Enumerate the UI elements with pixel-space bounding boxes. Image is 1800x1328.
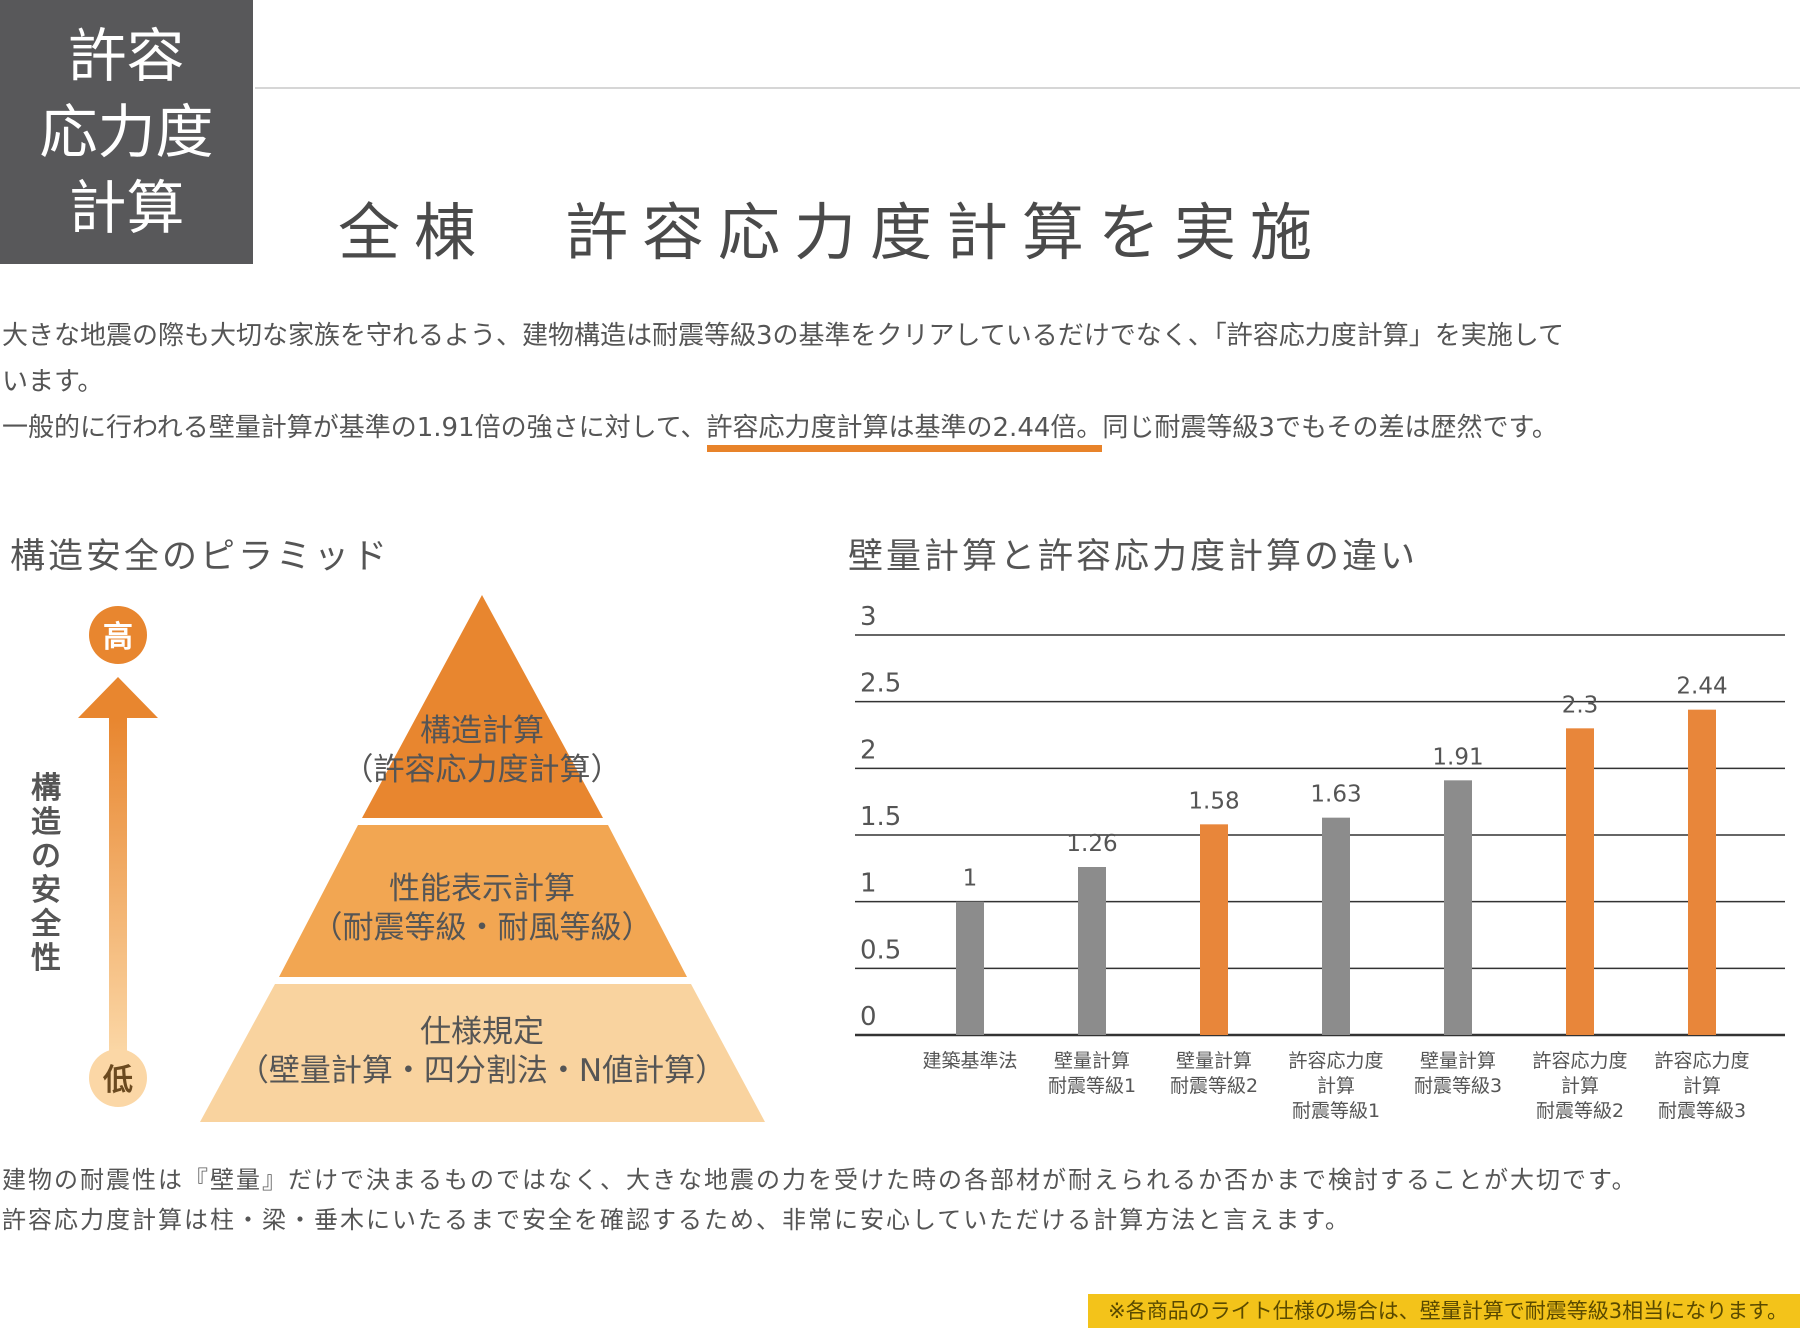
intro-line-3: 一般的に行われる壁量計算が基準の1.91倍の強さに対して、許容応力度計算は基準の… — [2, 405, 1798, 452]
axis-label-char: 性 — [31, 941, 61, 976]
bar-value-label: 1.91 — [1432, 744, 1483, 770]
tier-top-line2: （許容応力度計算） — [343, 752, 622, 788]
intro-highlight: 許容応力度計算は基準の2.44倍。 — [706, 413, 1103, 452]
x-tick-label: 耐震等級2 — [1170, 1075, 1258, 1097]
x-tick-label: 耐震等級1 — [1292, 1100, 1380, 1122]
y-tick-label: 0.5 — [860, 935, 901, 965]
section-label-line: 応力度 — [39, 98, 214, 166]
bar — [1078, 867, 1106, 1035]
y-tick-label: 1.5 — [860, 802, 901, 832]
bar-value-label: 2.44 — [1676, 674, 1727, 700]
safety-pyramid: 高 低 構 造 の 安 全 性 構造計算 （許容応力度計算） 性能表示計算 （耐… — [30, 595, 765, 1122]
y-tick-label: 1 — [860, 869, 877, 899]
intro-text: 一般的に行われる壁量計算が基準の1.91倍の強さに対して、 — [2, 413, 707, 443]
y-tick-label: 3 — [860, 602, 877, 632]
page-heading: 全棟 許容応力度計算を実施 — [338, 196, 1327, 269]
bar — [956, 901, 984, 1035]
x-tick-label: 耐震等級3 — [1414, 1075, 1502, 1097]
intro-line-1: 大きな地震の際も大切な家族を守れるよう、建物構造は耐震等級3の基準をクリアしてい… — [2, 321, 1564, 351]
pyramid-tier-top — [362, 595, 603, 818]
axis-label-char: の — [31, 839, 61, 874]
tier-bottom-line2: （壁量計算・四分割法・N値計算） — [238, 1053, 726, 1089]
bar-value-label: 1.58 — [1188, 788, 1239, 814]
low-marker — [89, 1049, 147, 1107]
axis-label-char: 安 — [31, 873, 61, 908]
x-tick-label: 耐震等級1 — [1048, 1075, 1136, 1097]
tier-top-line1: 構造計算 — [420, 713, 544, 749]
x-tick-label: 耐震等級3 — [1658, 1100, 1746, 1122]
safety-arrow-shaft — [109, 718, 127, 1053]
tier-bottom-line1: 仕様規定 — [420, 1014, 544, 1050]
bar — [1444, 780, 1472, 1035]
chart-title: 壁量計算と許容応力度計算の違い — [848, 537, 1419, 577]
pyramid-title: 構造安全のピラミッド — [10, 537, 391, 577]
bar-value-label: 1 — [963, 866, 978, 892]
pyramid-tier-bottom — [200, 984, 765, 1122]
section-label-box: 許容 応力度 計算 — [0, 0, 253, 264]
y-tick-label: 0 — [860, 1002, 877, 1032]
pyramid-tier-middle — [279, 825, 687, 977]
bar — [1566, 728, 1594, 1035]
bar — [1688, 709, 1716, 1035]
header-divider — [255, 87, 1800, 89]
x-tick-label: 壁量計算 — [1054, 1050, 1130, 1072]
x-tick-label: 計算 — [1561, 1075, 1599, 1097]
footer-line-2: 許容応力度計算は柱・梁・垂木にいたるまで安全を確認するため、非常に安心していただ… — [2, 1206, 1351, 1234]
low-label: 低 — [102, 1063, 133, 1098]
tier-middle-line2: （耐震等級・耐風等級） — [312, 910, 653, 946]
y-tick-label: 2 — [860, 735, 877, 765]
axis-label-char: 造 — [31, 805, 61, 840]
high-label: 高 — [103, 620, 133, 655]
section-label-line: 許容 — [68, 22, 185, 90]
bar-value-label: 2.3 — [1562, 692, 1599, 718]
axis-label: 構 造 の 安 全 性 — [30, 771, 62, 976]
x-tick-label: 計算 — [1683, 1075, 1721, 1097]
x-tick-label: 壁量計算 — [1176, 1050, 1252, 1072]
arrow-up-icon — [78, 677, 158, 718]
axis-label-char: 全 — [30, 907, 62, 942]
intro-text: 同じ耐震等級3でもその差は歴然です。 — [1102, 413, 1558, 443]
footnote-banner: ※各商品のライト仕様の場合は、壁量計算で耐震等級3相当になります。 — [1088, 1294, 1800, 1328]
section-label-line: 計算 — [68, 174, 185, 242]
bar — [1200, 824, 1228, 1035]
x-tick-label: 耐震等級2 — [1536, 1100, 1624, 1122]
x-tick-label: 許容応力度 — [1532, 1050, 1627, 1072]
x-tick-label: 許容応力度 — [1288, 1050, 1383, 1072]
bar-value-label: 1.26 — [1066, 831, 1117, 857]
x-tick-label: 計算 — [1317, 1075, 1355, 1097]
x-tick-label: 壁量計算 — [1420, 1050, 1496, 1072]
bar-value-label: 1.63 — [1310, 782, 1361, 808]
footer-line-1: 建物の耐震性は『壁量』だけで決まるものではなく、大きな地震の力を受けた時の各部材… — [2, 1166, 1638, 1194]
x-tick-label: 建築基準法 — [922, 1050, 1017, 1072]
y-tick-label: 2.5 — [860, 669, 901, 699]
high-marker — [89, 606, 147, 664]
bar — [1322, 817, 1350, 1035]
tier-middle-line1: 性能表示計算 — [389, 871, 575, 907]
intro-line-2: います。 — [2, 367, 104, 397]
x-tick-label: 許容応力度 — [1654, 1050, 1749, 1072]
axis-label-char: 構 — [31, 771, 61, 806]
